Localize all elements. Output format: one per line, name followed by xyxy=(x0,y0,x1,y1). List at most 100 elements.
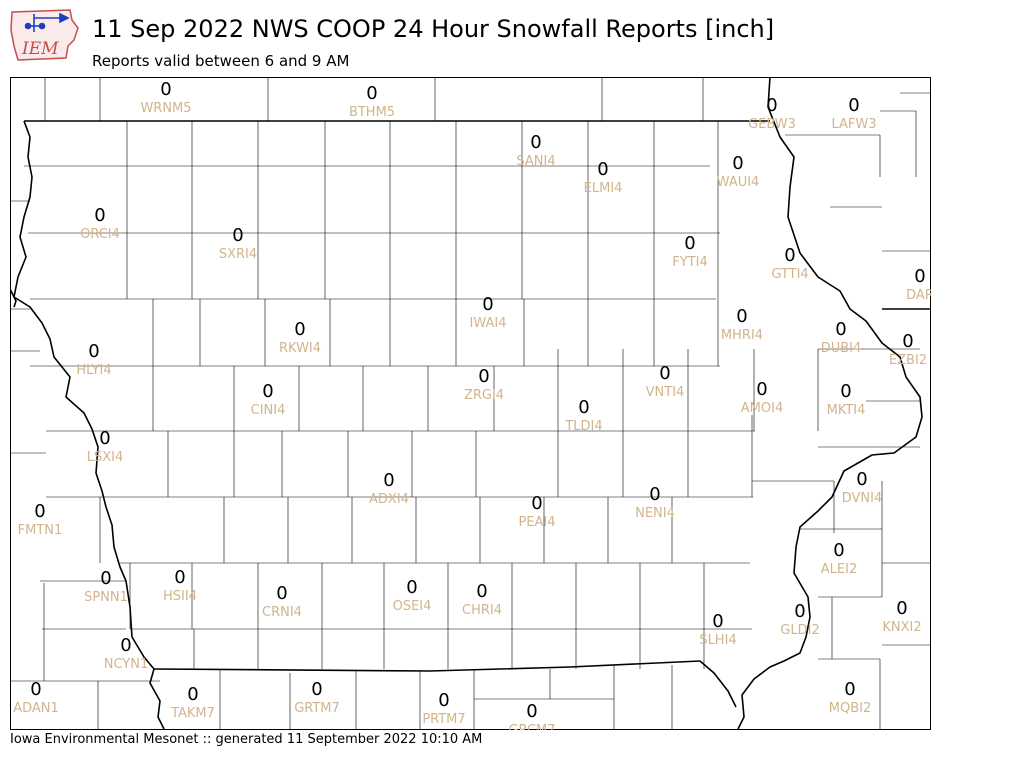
snowfall-value: 0 xyxy=(766,95,777,116)
snowfall-value: 0 xyxy=(526,701,537,722)
iowa-missouri-border xyxy=(153,660,701,672)
station-id-label: HSII4 xyxy=(163,589,197,604)
snowfall-value: 0 xyxy=(88,341,99,362)
station-id-label: FYTI4 xyxy=(672,255,707,270)
snowfall-value: 0 xyxy=(684,233,695,254)
snowfall-value: 0 xyxy=(848,95,859,116)
station-id-label: SANI4 xyxy=(516,154,555,169)
station-id-label: SPNN1 xyxy=(84,590,128,605)
station-id-label: PEAI4 xyxy=(518,515,555,530)
map-title: 11 Sep 2022 NWS COOP 24 Hour Snowfall Re… xyxy=(92,15,775,43)
iowa-southeast-border xyxy=(699,660,737,708)
snowfall-value: 0 xyxy=(784,245,795,266)
station-id-label: WRNM5 xyxy=(140,101,191,116)
station-id-label: LAFW3 xyxy=(831,117,876,132)
snowfall-value: 0 xyxy=(262,381,273,402)
station-id-label: NCYN1 xyxy=(104,657,149,672)
station-id-label: VNTI4 xyxy=(646,385,685,400)
station-id-label: ALEI2 xyxy=(821,562,857,577)
snowfall-value: 0 xyxy=(794,601,805,622)
county-boundaries xyxy=(10,77,930,729)
station-id-label: SLHI4 xyxy=(699,633,736,648)
station-id-label: MHRI4 xyxy=(721,328,763,343)
nebraska-south-border xyxy=(10,288,17,308)
station-id-label: HLYI4 xyxy=(76,363,111,378)
snowfall-value: 0 xyxy=(94,205,105,226)
station-id-label: GEBW3 xyxy=(748,117,796,132)
snowfall-value: 0 xyxy=(840,381,851,402)
station-id-label: DAR xyxy=(906,288,931,303)
station-id-label: CINI4 xyxy=(251,403,286,418)
station-id-label: RKWI4 xyxy=(279,341,321,356)
iowa-west-border xyxy=(13,120,165,730)
snowfall-value: 0 xyxy=(896,598,907,619)
snowfall-value: 0 xyxy=(366,83,377,104)
snowfall-value: 0 xyxy=(856,469,867,490)
station-id-label: TAKM7 xyxy=(170,706,215,721)
station-id-label: BTHM5 xyxy=(349,105,395,120)
station-id-label: ADXI4 xyxy=(369,492,409,507)
station-id-label: GRCM7 xyxy=(508,723,555,730)
station-id-label: SXRI4 xyxy=(219,247,257,262)
snowfall-value: 0 xyxy=(34,501,45,522)
snowfall-value: 0 xyxy=(732,153,743,174)
snowfall-value: 0 xyxy=(174,567,185,588)
map-frame xyxy=(10,77,931,730)
station-id-label: GTTI4 xyxy=(771,267,808,282)
snowfall-value: 0 xyxy=(659,363,670,384)
snowfall-value: 0 xyxy=(120,635,131,656)
station-id-label: ZRGI4 xyxy=(464,388,504,403)
snowfall-value: 0 xyxy=(712,611,723,632)
station-id-label: ADAN1 xyxy=(13,701,59,716)
snowfall-value: 0 xyxy=(649,484,660,505)
snowfall-value: 0 xyxy=(406,577,417,598)
iowa-east-border xyxy=(737,77,923,730)
snowfall-value: 0 xyxy=(30,679,41,700)
snowfall-value: 0 xyxy=(736,306,747,327)
station-id-label: MKTI4 xyxy=(827,403,866,418)
station-id-label: AMOI4 xyxy=(741,401,783,416)
snowfall-value: 0 xyxy=(902,331,913,352)
station-id-label: DUBI4 xyxy=(821,341,862,356)
iowa-outline-logo-shape xyxy=(10,9,79,61)
snowfall-value: 0 xyxy=(160,79,171,100)
snowfall-value: 0 xyxy=(914,266,925,287)
station-id-label: CHRI4 xyxy=(462,603,502,618)
station-id-label: NENI4 xyxy=(635,506,675,521)
snowfall-value: 0 xyxy=(476,581,487,602)
snowfall-value: 0 xyxy=(383,470,394,491)
station-id-label: LSXI4 xyxy=(87,450,124,465)
station-id-label: KNXI2 xyxy=(882,620,921,635)
station-grcm7: 0GRCM7 xyxy=(508,701,555,730)
snowfall-value: 0 xyxy=(99,428,110,449)
